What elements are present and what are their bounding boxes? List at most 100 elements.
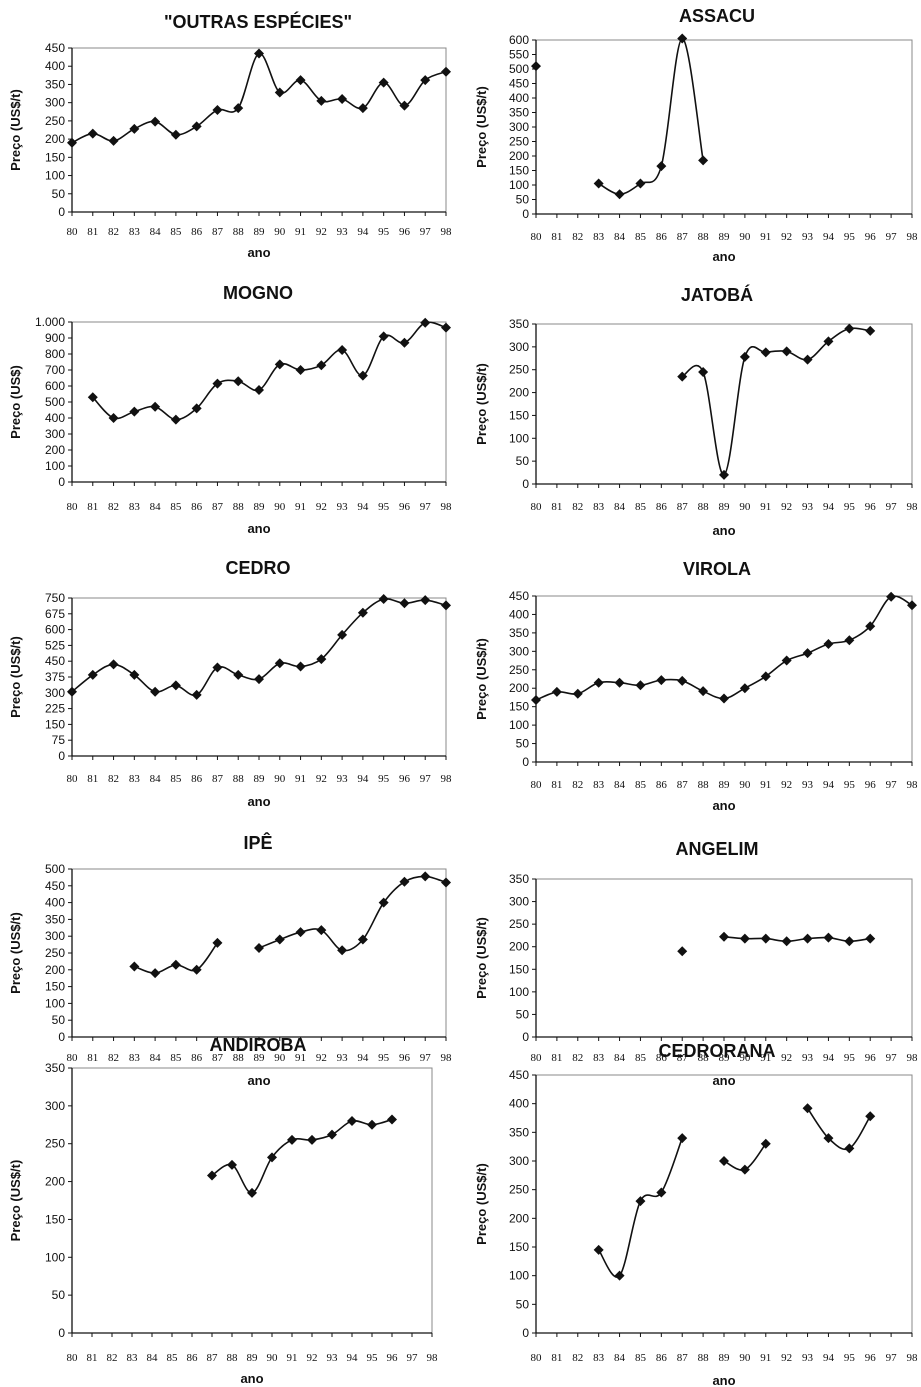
x-tick-label: 95 — [844, 231, 856, 243]
x-tick-label: 82 — [572, 779, 583, 791]
data-point — [212, 937, 223, 948]
x-tick-label: 93 — [337, 773, 349, 785]
y-tick-label: 550 — [509, 48, 529, 62]
x-tick-label: 87 — [212, 501, 224, 513]
data-point — [170, 414, 181, 425]
data-point — [150, 968, 161, 979]
data-point — [316, 360, 327, 371]
y-tick-label: 500 — [45, 395, 65, 409]
x-tick-label: 80 — [531, 1052, 543, 1064]
data-point — [337, 945, 348, 956]
x-tick-label: 93 — [802, 779, 814, 791]
data-point — [254, 48, 264, 59]
data-point — [802, 354, 813, 365]
x-tick-label: 82 — [108, 773, 119, 785]
x-tick-label: 80 — [67, 501, 79, 513]
x-tick-label: 93 — [327, 1352, 339, 1364]
data-point — [593, 178, 604, 189]
y-tick-label: 0 — [522, 1326, 529, 1340]
data-point — [233, 376, 244, 387]
data-point — [802, 1103, 813, 1114]
data-point — [170, 959, 181, 970]
data-point — [67, 137, 77, 148]
y-tick-label: 1.000 — [35, 315, 65, 329]
data-point — [420, 871, 431, 882]
y-tick-label: 600 — [45, 623, 65, 637]
data-point — [274, 934, 285, 945]
plot-area — [71, 47, 447, 213]
x-tick-label: 84 — [614, 1052, 626, 1064]
x-tick-label: 92 — [316, 501, 327, 513]
y-tick-label: 0 — [522, 477, 529, 491]
y-axis-label: Preço (US$/t) — [8, 89, 23, 171]
x-tick-label: 85 — [635, 231, 647, 243]
data-point — [635, 680, 646, 691]
x-tick-label: 80 — [531, 779, 543, 791]
x-tick-label: 88 — [698, 779, 710, 791]
y-tick-label: 350 — [509, 626, 529, 640]
x-tick-label: 86 — [656, 231, 668, 243]
y-tick-label: 50 — [52, 1288, 66, 1302]
y-tick-label: 300 — [509, 340, 529, 354]
y-axis-label: Preço (US$/t) — [8, 636, 23, 718]
x-tick-label: 87 — [677, 1352, 689, 1364]
data-point — [129, 669, 140, 680]
data-point — [677, 675, 688, 686]
y-tick-label: 450 — [45, 879, 65, 893]
chart-title: ANDIROBA — [210, 1035, 307, 1055]
x-tick-label: 83 — [129, 1052, 141, 1064]
data-point — [399, 598, 410, 609]
x-tick-label: 81 — [87, 1052, 98, 1064]
x-tick-label: 82 — [572, 501, 583, 513]
chart-title: IPÊ — [243, 832, 272, 853]
y-axis-label: Preço (US$/t) — [8, 1160, 23, 1242]
data-point — [593, 677, 604, 688]
y-tick-label: 200 — [45, 132, 65, 146]
data-point — [129, 123, 140, 134]
data-point — [865, 325, 876, 336]
data-point — [191, 121, 202, 132]
x-tick-label: 89 — [247, 1352, 259, 1364]
data-point — [233, 669, 244, 680]
series-line — [258, 875, 447, 952]
chart-title: MOGNO — [223, 283, 293, 303]
data-point — [572, 688, 583, 699]
x-tick-label: 88 — [698, 1352, 710, 1364]
x-tick-label: 83 — [129, 226, 141, 238]
y-tick-label: 100 — [45, 996, 65, 1010]
data-point — [108, 659, 119, 670]
data-point — [150, 686, 161, 697]
x-tick-label: 85 — [635, 1352, 647, 1364]
data-point — [316, 95, 327, 106]
y-tick-label: 100 — [509, 985, 529, 999]
data-point — [441, 322, 451, 333]
y-tick-label: 800 — [45, 347, 65, 361]
y-tick-label: 375 — [45, 670, 65, 684]
x-tick-label: 82 — [107, 1352, 118, 1364]
data-point — [531, 61, 541, 72]
data-point — [907, 600, 917, 611]
data-point — [295, 75, 306, 86]
data-point — [247, 1187, 257, 1198]
x-tick-label: 88 — [233, 226, 245, 238]
data-point — [267, 1152, 277, 1163]
x-axis-label: ano — [712, 1073, 735, 1088]
y-tick-label: 50 — [516, 1007, 530, 1021]
y-tick-label: 50 — [516, 1297, 530, 1311]
x-axis-label: ano — [247, 521, 270, 536]
y-tick-label: 300 — [45, 686, 65, 700]
y-tick-label: 200 — [509, 1211, 529, 1225]
y-tick-label: 250 — [509, 1183, 529, 1197]
y-tick-label: 150 — [509, 164, 529, 178]
y-tick-label: 0 — [58, 1030, 65, 1044]
x-tick-label: 89 — [254, 501, 266, 513]
data-point — [844, 323, 855, 334]
x-tick-label: 93 — [802, 231, 814, 243]
data-point — [420, 317, 431, 328]
data-point — [337, 94, 348, 105]
x-tick-label: 95 — [378, 501, 390, 513]
x-tick-label: 90 — [274, 501, 286, 513]
x-tick-label: 88 — [233, 773, 245, 785]
